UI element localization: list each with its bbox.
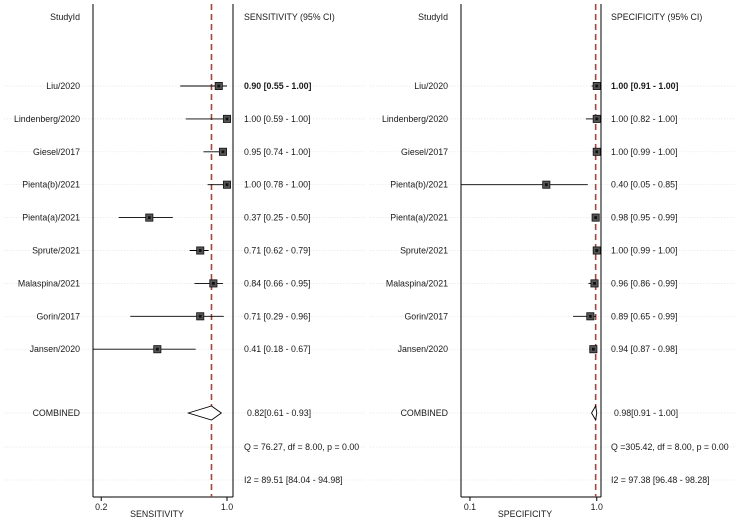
combined-label: COMBINED (33, 408, 80, 418)
study-ci-text: 0.95 [0.74 - 1.00] (244, 147, 311, 157)
study-point-center (147, 216, 151, 219)
study-ci-text: 0.89 [0.65 - 0.99] (611, 311, 678, 321)
study-ci-text: 1.00 [0.78 - 1.00] (244, 180, 311, 190)
study-point-center (198, 249, 202, 252)
study-ci-text: 0.41 [0.18 - 0.67] (244, 344, 311, 354)
x-axis-title: SPECIFICITY (498, 509, 552, 519)
study-name-label: Pienta(a)/2021 (390, 213, 448, 223)
study-name-label: Lindenberg/2020 (382, 114, 448, 124)
study-ci-text: 0.71 [0.29 - 0.96] (244, 311, 311, 321)
study-ci-text: 0.71 [0.62 - 0.79] (244, 246, 311, 256)
combined-label: COMBINED (401, 408, 448, 418)
study-ci-text: 0.94 [0.87 - 0.98] (611, 344, 678, 354)
study-point-center (595, 117, 599, 121)
study-ci-text: 0.40 [0.05 - 0.85] (611, 180, 678, 190)
x-axis-title: SENSITIVITY (130, 509, 184, 519)
study-ci-text: 1.00 [0.82 - 1.00] (611, 114, 678, 124)
study-name-label: Sprute/2021 (32, 246, 80, 256)
study-ci-text: 0.98 [0.95 - 0.99] (611, 213, 678, 223)
study-point-center (594, 216, 598, 219)
study-point-center (593, 282, 596, 285)
i-squared-text: I2 = 97.38 [96.48 - 98.28] (611, 475, 710, 485)
study-name-label: Jansen/2020 (398, 344, 448, 354)
study-name-label: Malaspina/2021 (386, 278, 448, 288)
ci-column-header: SPECIFICITY (95% CI) (611, 12, 702, 22)
study-name-label: Liu/2020 (414, 81, 448, 91)
sens-forest-panel: 0.2 1.0 SENSITIVITY StudyId SENSITIVITY (95%… (4, 4, 365, 519)
study-name-label: Pienta(a)/2021 (22, 213, 80, 223)
study-ci-text: 0.96 [0.86 - 0.99] (611, 278, 678, 288)
study-point-center (198, 314, 202, 318)
study-point-center (225, 183, 229, 187)
study-ci-text: 1.00 [0.59 - 1.00] (244, 114, 311, 124)
study-id-header: StudyId (418, 12, 448, 22)
study-name-label: Gorin/2017 (404, 311, 448, 321)
study-point-center (595, 150, 599, 154)
heterogeneity-q-text: Q =305.42, df = 8.00, p = 0.00 (611, 442, 729, 452)
study-name-label: Sprute/2021 (400, 246, 448, 256)
study-name-label: Gorin/2017 (36, 311, 80, 321)
study-ci-text: 1.00 [0.91 - 1.00] (611, 81, 679, 91)
study-point-center (225, 117, 229, 121)
x-tick-label: 0.2 (95, 502, 107, 512)
combined-ci-text: 0.98[0.91 - 1.00] (614, 408, 678, 418)
study-name-label: Giesel/2017 (401, 147, 448, 157)
study-name-label: Lindenberg/2020 (14, 114, 80, 124)
study-point-center (155, 347, 159, 351)
combined-estimate-diamond (186, 405, 223, 421)
study-point-center (595, 249, 599, 252)
study-name-label: Jansen/2020 (30, 344, 80, 354)
ci-column-header: SENSITIVITY (95% CI) (244, 12, 335, 22)
study-name-label: Malaspina/2021 (18, 278, 80, 288)
study-point-center (588, 314, 592, 318)
study-ci-text: 0.84 [0.66 - 0.95] (244, 278, 311, 288)
study-point-center (544, 183, 548, 187)
study-ci-text: 1.00 [0.99 - 1.00] (611, 147, 678, 157)
heterogeneity-q-text: Q = 76.27, df = 8.00, p = 0.00 (244, 442, 359, 452)
study-name-label: Liu/2020 (46, 81, 80, 91)
x-tick-label: 1.0 (221, 502, 233, 512)
study-id-header: StudyId (50, 12, 80, 22)
combined-ci-text: 0.82[0.61 - 0.93] (247, 408, 311, 418)
study-name-label: Pienta(b)/2021 (390, 180, 448, 190)
study-name-label: Giesel/2017 (33, 147, 80, 157)
study-ci-text: 0.90 [0.55 - 1.00] (244, 81, 312, 91)
study-point-center (221, 150, 225, 154)
study-ci-text: 1.00 [0.99 - 1.00] (611, 246, 678, 256)
i-squared-text: I2 = 89.51 [84.04 - 94.98] (244, 475, 343, 485)
combined-estimate-diamond (591, 404, 598, 422)
spec-forest-panel: 0.1 1.0 SPECIFICITY StudyId SPECIFICITY (95%… (370, 4, 736, 519)
study-point-center (211, 282, 215, 285)
study-point-center (217, 84, 221, 88)
x-tick-label: 0.1 (464, 502, 476, 512)
x-tick-label: 1.0 (591, 502, 603, 512)
study-name-label: Pienta(b)/2021 (22, 180, 80, 190)
study-ci-text: 0.37 [0.25 - 0.50] (244, 213, 311, 223)
study-point-center (595, 84, 599, 88)
study-point-center (591, 347, 595, 351)
